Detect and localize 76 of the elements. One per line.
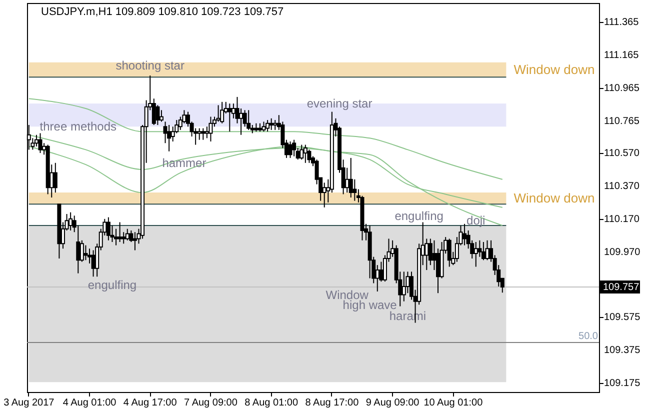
candlestick: [114, 228, 118, 246]
candlestick: [220, 101, 224, 124]
candlestick: [68, 212, 73, 231]
y-tick-label: 109.575: [604, 312, 641, 323]
y-tick-label: 111.365: [604, 16, 640, 28]
candlestick: [303, 144, 308, 164]
candlestick: [216, 104, 220, 122]
candlestick: [307, 149, 312, 164]
candlestick: [34, 134, 38, 147]
candlestick: [106, 216, 110, 241]
candlestick: [159, 110, 164, 122]
candlestick: [474, 242, 478, 268]
candlestick: [204, 126, 209, 139]
candlestick: [38, 132, 42, 154]
annotation: engulfing: [394, 209, 444, 223]
x-tick-label: 4 Aug 01:00: [62, 398, 117, 408]
candlestick: [300, 144, 304, 160]
annotation: engulfing: [88, 278, 137, 292]
x-tick-label: 10 Aug 01:00: [424, 398, 484, 408]
y-tick-label: 109.375: [604, 344, 641, 356]
candlestick: [84, 244, 88, 261]
annotation: doji: [466, 214, 486, 228]
candlestick: [246, 110, 251, 130]
candlestick: [262, 121, 266, 132]
candlestick: [80, 240, 84, 262]
x-tick-label: 8 Aug 17:00: [305, 398, 360, 408]
y-tick-label: 110.170: [604, 214, 640, 225]
y-tick-label: 110.765: [604, 116, 640, 127]
candlestick: [447, 238, 452, 268]
candlestick: [478, 240, 482, 258]
y-tick-label: 109.970: [604, 246, 641, 258]
x-tick-label: 9 Aug 09:00: [366, 398, 420, 408]
candlestick: [228, 103, 232, 132]
annotation: evening star: [306, 96, 372, 111]
candlestick: [167, 124, 172, 152]
candlestick: [201, 128, 206, 140]
band-label: Window down: [514, 190, 595, 206]
line-series: [28, 98, 503, 180]
candlestick: [402, 271, 406, 302]
y-tick-label: 109.175: [604, 378, 641, 389]
y-tick-label: 110.965: [604, 82, 640, 94]
y-tick-label: 110.370: [604, 180, 640, 192]
annotation: three methods: [40, 120, 116, 134]
candlestick: [273, 120, 278, 130]
candlestick: [269, 118, 274, 130]
x-tick-label: 8 Aug 01:00: [244, 398, 298, 408]
candlestick: [345, 167, 350, 194]
x-tick-label: 3 Aug 2017: [4, 398, 55, 408]
annotation: 50.0: [578, 331, 598, 342]
candlestick: [91, 250, 96, 278]
candlestick: [352, 178, 357, 202]
y-tick-label: 111.165: [604, 50, 640, 61]
candlestick: [208, 116, 213, 142]
candlestick: [132, 232, 137, 251]
candlestick: [197, 128, 202, 140]
chart-title: USDJPY.m,H1 109.809 109.810 109.723 109.757: [41, 6, 284, 18]
annotation: high wave: [342, 298, 398, 312]
candlestick: [462, 223, 467, 246]
x-tick-label: 7 Aug 09:00: [184, 398, 238, 408]
candlestick: [118, 222, 122, 243]
candlestick: [156, 104, 160, 126]
candlestick: [122, 232, 126, 244]
y-tick-label: 110.570: [604, 148, 640, 159]
candlestick: [292, 139, 296, 157]
candlestick: [485, 240, 490, 261]
candlestick: [481, 242, 486, 261]
candlestick: [239, 108, 244, 136]
band-label: Window down: [514, 62, 595, 77]
candlestick: [266, 120, 270, 132]
annotation: shooting star: [116, 58, 184, 73]
candlestick: [428, 238, 432, 266]
ref-line-label: 109.757: [603, 282, 640, 294]
x-tick-label: 4 Aug 17:00: [123, 398, 178, 408]
candlestick: [288, 140, 292, 158]
candlestick: [348, 157, 353, 198]
candlestick: [53, 162, 58, 194]
